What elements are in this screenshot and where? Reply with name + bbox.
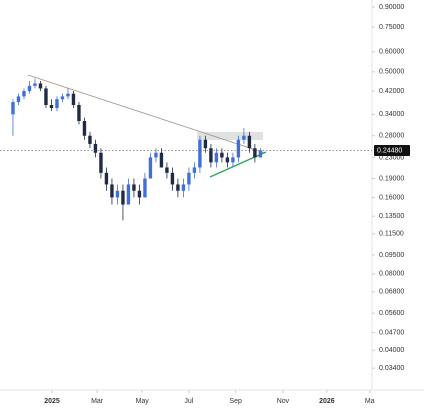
- candle-body: [44, 88, 48, 106]
- candle-body: [71, 93, 76, 106]
- y-tick-label: 0.42000: [379, 88, 404, 95]
- y-tick-label: 0.13500: [379, 213, 404, 220]
- candle-body: [16, 96, 21, 103]
- x-tick-label: 2026: [319, 398, 335, 405]
- x-tick-label: 2025: [44, 398, 60, 405]
- candle-body: [132, 184, 136, 191]
- candle-body: [253, 148, 257, 158]
- y-tick-label: 0.60000: [379, 49, 404, 56]
- candle-body: [60, 96, 65, 100]
- current-price-label: 0.24480: [377, 147, 402, 154]
- y-tick-label: 0.34000: [379, 111, 404, 118]
- x-tick-label: Mar: [91, 398, 104, 405]
- x-tick-label: Jul: [184, 398, 193, 405]
- y-tick-label: 0.90000: [379, 4, 404, 11]
- candle-body: [126, 184, 131, 205]
- candle-body: [203, 139, 208, 149]
- y-tick-label: 0.28000: [379, 133, 404, 140]
- x-tick-label: May: [136, 398, 150, 405]
- x-tick-label: Sep: [229, 398, 242, 405]
- candle-body: [38, 83, 43, 89]
- y-tick-label: 0.04000: [379, 347, 404, 354]
- candle-body: [242, 135, 246, 140]
- candle-body: [231, 157, 235, 163]
- candle-body: [82, 121, 87, 136]
- candle-body: [11, 102, 15, 115]
- current-price-box: [374, 145, 410, 157]
- candle-body: [209, 148, 213, 163]
- candle-body: [220, 152, 224, 158]
- candle-body: [22, 91, 26, 97]
- candle-body: [143, 178, 147, 198]
- x-tick-label: Ma: [365, 398, 375, 405]
- candle-body: [181, 184, 186, 191]
- y-tick-label: 0.23000: [379, 154, 404, 161]
- trend-line: [27, 74, 266, 154]
- candle-body: [165, 167, 169, 173]
- candle-body: [192, 167, 197, 173]
- y-tick-label: 0.05600: [379, 310, 404, 317]
- y-tick-label: 0.19000: [379, 175, 404, 182]
- resistance-zone: [197, 132, 263, 140]
- y-tick-label: 0.11500: [379, 231, 404, 238]
- y-tick-label: 0.03400: [379, 365, 404, 372]
- y-tick-label: 0.08000: [379, 271, 404, 278]
- candle-body: [49, 105, 54, 109]
- candle-body: [247, 135, 252, 149]
- candle-body: [170, 172, 175, 185]
- y-tick-label: 0.04700: [379, 329, 404, 336]
- x-tick-label: Nov: [277, 398, 290, 405]
- candle-body: [55, 99, 59, 109]
- support-line: [209, 151, 267, 178]
- candle-body: [154, 152, 158, 158]
- y-tick-label: 0.16000: [379, 194, 404, 201]
- candle-body: [99, 152, 103, 173]
- plot: 0.90000 0.75000 0.60000 0.50000 0.42000 0.340…: [0, 4, 410, 405]
- candle-body: [77, 105, 81, 122]
- candle-body: [148, 157, 153, 179]
- candle-body: [93, 143, 98, 153]
- y-tick-label: 0.09500: [379, 252, 404, 259]
- candle-body: [88, 135, 92, 144]
- candle-body: [33, 83, 37, 86]
- candle-body: [115, 190, 120, 198]
- candle-body: [121, 190, 125, 205]
- candle-body: [187, 172, 191, 185]
- candle-body: [214, 152, 219, 163]
- y-tick-label: 0.06800: [379, 289, 404, 296]
- candle-body: [198, 139, 202, 168]
- candle-body: [104, 172, 109, 185]
- candle-body: [159, 152, 164, 168]
- candle-body: [27, 85, 32, 92]
- y-tick-label: 0.50000: [379, 69, 404, 76]
- candle-body: [110, 184, 114, 198]
- candle-body: [137, 190, 142, 198]
- y-tick-label: 0.75000: [379, 24, 404, 31]
- candle-body: [236, 139, 241, 158]
- candle-body: [66, 93, 70, 97]
- candle-body: [176, 184, 180, 191]
- candle-body: [225, 157, 230, 163]
- candle-body: [258, 150, 263, 158]
